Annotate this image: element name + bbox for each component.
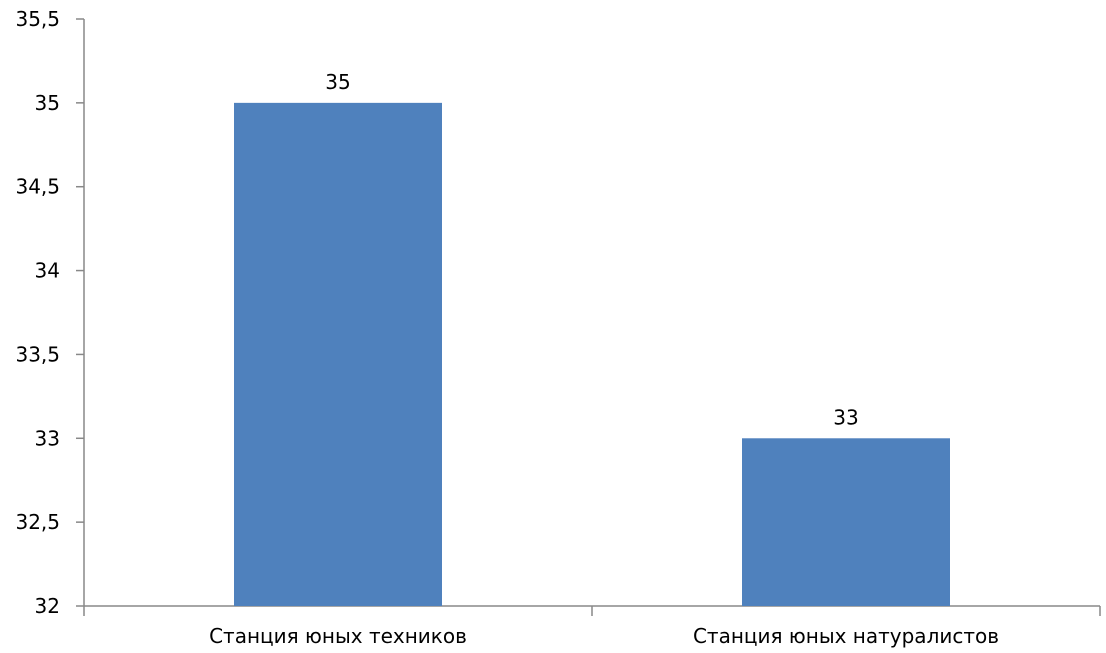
y-tick-label: 33,5	[15, 342, 60, 366]
y-tick-label: 35	[35, 91, 60, 115]
y-tick-label: 32,5	[15, 510, 60, 534]
y-tick-label: 34	[35, 259, 60, 283]
data-label: 35	[325, 70, 350, 94]
bars	[234, 102, 950, 606]
x-tick-label: Станция юных техников	[209, 624, 467, 648]
y-tick-label: 34,5	[15, 175, 60, 199]
data-label: 33	[833, 405, 858, 429]
x-tick-label: Станция юных натуралистов	[693, 624, 999, 648]
y-tick-label: 32	[35, 594, 60, 618]
y-axis-ticks: 32 32,5 33 33,5 34 34,5 35 35,5	[15, 7, 84, 618]
bar	[234, 102, 442, 606]
y-tick-label: 35,5	[15, 7, 60, 31]
bar	[742, 438, 950, 606]
y-tick-label: 33	[35, 426, 60, 450]
x-axis-ticks: Станция юных техников Станция юных натура…	[83, 606, 1101, 648]
data-labels: 35 33	[325, 70, 858, 429]
